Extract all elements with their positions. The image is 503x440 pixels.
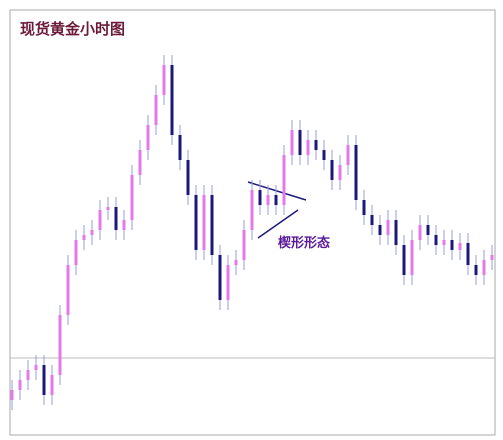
candle-body <box>426 225 430 235</box>
candle-body <box>50 375 54 395</box>
candle-body <box>146 125 150 150</box>
candle-body <box>130 175 134 220</box>
candle-body <box>34 365 38 370</box>
annotation: 楔形形态 <box>278 235 330 251</box>
candle-body <box>474 265 478 275</box>
candle-body <box>82 235 86 240</box>
candle-body <box>138 150 142 175</box>
candle-body <box>306 140 310 155</box>
candle-body <box>370 215 374 225</box>
candle-body <box>490 255 494 260</box>
candle-body <box>170 65 174 135</box>
candle-body <box>122 220 126 230</box>
candle-body <box>314 140 318 150</box>
candle-body <box>218 255 222 300</box>
candle-body <box>402 245 406 275</box>
candle-body <box>322 150 326 160</box>
candle-body <box>18 380 22 390</box>
candle-body <box>74 240 78 265</box>
candle-body <box>210 195 214 255</box>
candle-body <box>98 210 102 230</box>
candle-body <box>162 65 166 95</box>
candle-body <box>226 265 230 300</box>
candle-body <box>66 265 70 315</box>
wedge-line <box>247 181 307 201</box>
candle-body <box>394 220 398 245</box>
candle-body <box>410 240 414 275</box>
candle-body <box>266 195 270 205</box>
candle-body <box>482 260 486 275</box>
candle-body <box>434 235 438 245</box>
candle-body <box>154 95 158 125</box>
candle-body <box>114 207 118 230</box>
chart-title: 现货黄金小时图 <box>20 20 125 38</box>
candle-body <box>90 230 94 235</box>
candle-body <box>290 130 294 155</box>
candle-body <box>250 190 254 230</box>
candle-body <box>362 200 366 215</box>
candle-body <box>466 243 470 265</box>
candle-body <box>282 155 286 205</box>
candle-body <box>10 390 14 400</box>
candle-body <box>386 220 390 235</box>
candle-body <box>354 145 358 200</box>
candle-body <box>178 135 182 160</box>
candle-body <box>274 195 278 205</box>
candle-body <box>442 240 446 245</box>
candle-body <box>42 365 46 395</box>
candle-body <box>298 130 302 155</box>
candle-body <box>450 240 454 250</box>
candle-body <box>234 260 238 265</box>
candle-body <box>202 195 206 250</box>
candle-body <box>58 315 62 375</box>
candle-body <box>258 190 262 205</box>
candle-body <box>242 230 246 260</box>
candle-body <box>186 160 190 195</box>
wedge-line <box>257 209 299 239</box>
candle-body <box>378 225 382 235</box>
candle-body <box>458 243 462 250</box>
candle-body <box>330 160 334 180</box>
candle-body <box>26 370 30 380</box>
candle-body <box>418 225 422 240</box>
candle-body <box>194 195 198 250</box>
candle-body <box>338 165 342 180</box>
candle-body <box>346 145 350 165</box>
candle-body <box>106 207 110 210</box>
